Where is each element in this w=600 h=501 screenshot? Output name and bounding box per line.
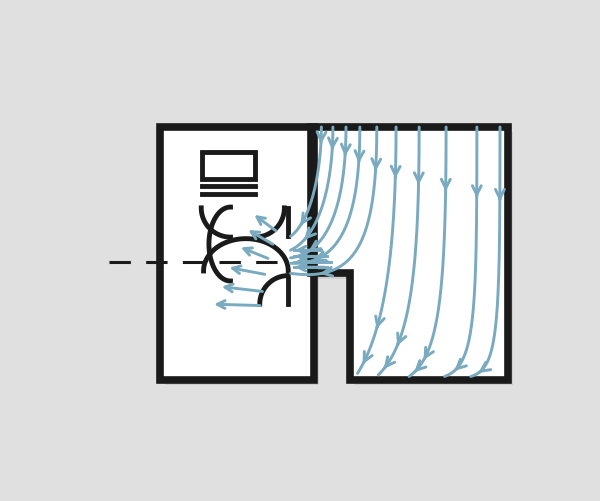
Polygon shape <box>160 128 314 380</box>
Polygon shape <box>165 133 319 385</box>
Polygon shape <box>202 152 255 179</box>
Polygon shape <box>317 133 513 385</box>
Polygon shape <box>311 128 508 380</box>
